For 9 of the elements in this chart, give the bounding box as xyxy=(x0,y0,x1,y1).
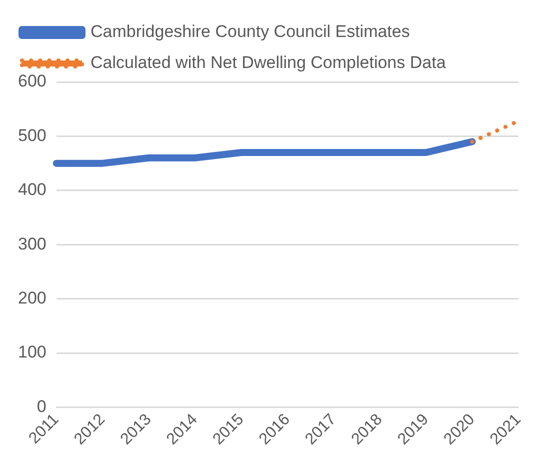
legend-label: Cambridgeshire County Council Estimates xyxy=(90,22,410,42)
y-tick-label: 100 xyxy=(18,342,46,362)
legend-label: Calculated with Net Dwelling Completions Data xyxy=(90,53,446,72)
y-tick-label: 300 xyxy=(18,234,46,254)
y-tick-label: 500 xyxy=(18,126,46,145)
y-tick-label: 600 xyxy=(18,72,46,91)
y-tick-label: 0 xyxy=(36,396,46,416)
y-tick-label: 200 xyxy=(18,288,46,308)
y-tick-label: 400 xyxy=(18,180,46,200)
